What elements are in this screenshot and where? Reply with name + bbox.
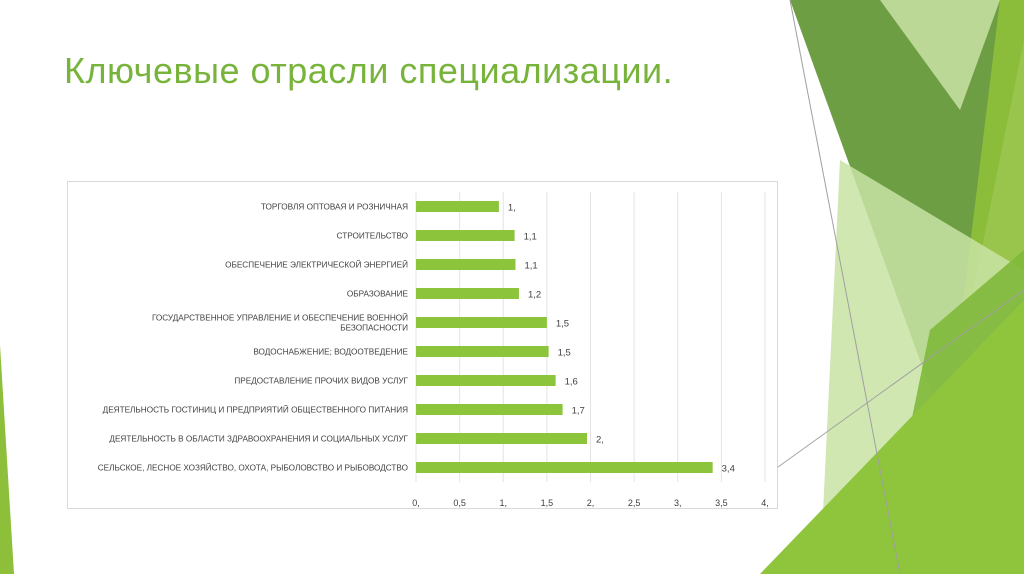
bar bbox=[416, 230, 515, 241]
x-tick-label: 3, bbox=[674, 498, 682, 508]
value-label: 1, bbox=[508, 203, 516, 214]
value-label: 1,1 bbox=[524, 232, 537, 243]
value-label: 1,7 bbox=[572, 406, 585, 417]
category-label: СЕЛЬСКОЕ, ЛЕСНОЕ ХОЗЯЙСТВО, ОХОТА, РЫБОЛ… bbox=[98, 462, 408, 473]
bar bbox=[416, 462, 713, 473]
value-label: 3,4 bbox=[722, 464, 735, 475]
bar bbox=[416, 201, 499, 212]
value-label: 1,1 bbox=[524, 261, 537, 272]
x-tick-label: 3,5 bbox=[715, 498, 728, 508]
x-tick-label: 4, bbox=[761, 498, 769, 508]
value-label: 1,6 bbox=[565, 377, 578, 388]
bar bbox=[416, 317, 547, 328]
category-label: ДЕЯТЕЛЬНОСТЬ В ОБЛАСТИ ЗДРАВООХРАНЕНИЯ И… bbox=[109, 435, 408, 444]
bar bbox=[416, 375, 556, 386]
bar bbox=[416, 346, 549, 357]
value-label: 2, bbox=[596, 435, 604, 446]
category-label: ОБЕСПЕЧЕНИЕ ЭЛЕКТРИЧЕСКОЙ ЭНЕРГИЕЙ bbox=[225, 259, 408, 270]
x-tick-label: 2,5 bbox=[628, 498, 641, 508]
x-tick-label: 1,5 bbox=[541, 498, 554, 508]
value-label: 1,5 bbox=[558, 348, 571, 359]
category-label: ОБРАЗОВАНИЕ bbox=[347, 290, 409, 299]
x-tick-label: 1, bbox=[499, 498, 507, 508]
decor-shape-left-strip bbox=[0, 345, 14, 574]
decor-line-1 bbox=[789, 0, 901, 574]
category-label: ТОРГОВЛЯ ОПТОВАЯ И РОЗНИЧНАЯ bbox=[261, 203, 408, 212]
decor-line-2 bbox=[759, 289, 1024, 481]
category-label: ГОСУДАРСТВЕННОЕ УПРАВЛЕНИЕ И ОБЕСПЕЧЕНИЕ… bbox=[152, 312, 408, 333]
x-tick-label: 0, bbox=[412, 498, 420, 508]
category-label: ПРЕДОСТАВЛЕНИЕ ПРОЧИХ ВИДОВ УСЛУГ bbox=[234, 377, 408, 386]
bar bbox=[416, 433, 588, 444]
bar bbox=[416, 259, 516, 270]
x-tick-label: 0,5 bbox=[453, 498, 466, 508]
bar bbox=[416, 288, 519, 299]
decor-shape-bottom-green bbox=[760, 300, 1024, 574]
category-label: ВОДОСНАБЖЕНИЕ; ВОДООТВЕДЕНИЕ bbox=[253, 348, 408, 357]
category-label: ДЕЯТЕЛЬНОСТЬ ГОСТИНИЦ И ПРЕДПРИЯТИЙ ОБЩЕ… bbox=[103, 404, 408, 415]
bar-chart: ТОРГОВЛЯ ОПТОВАЯ И РОЗНИЧНАЯ 1, СТРОИТЕЛЬС… bbox=[98, 192, 769, 508]
bar bbox=[416, 404, 563, 415]
value-label: 1,5 bbox=[556, 319, 569, 330]
x-tick-label: 2, bbox=[587, 498, 595, 508]
chart-area: ТОРГОВЛЯ ОПТОВАЯ И РОЗНИЧНАЯ 1, СТРОИТЕЛЬС… bbox=[67, 181, 778, 509]
slide-title: Ключевые отрасли специализации. bbox=[64, 50, 674, 91]
category-label: СТРОИТЕЛЬСТВО bbox=[337, 232, 408, 241]
decor-shape-top-light bbox=[880, 0, 1000, 110]
value-label: 1,2 bbox=[528, 290, 541, 301]
